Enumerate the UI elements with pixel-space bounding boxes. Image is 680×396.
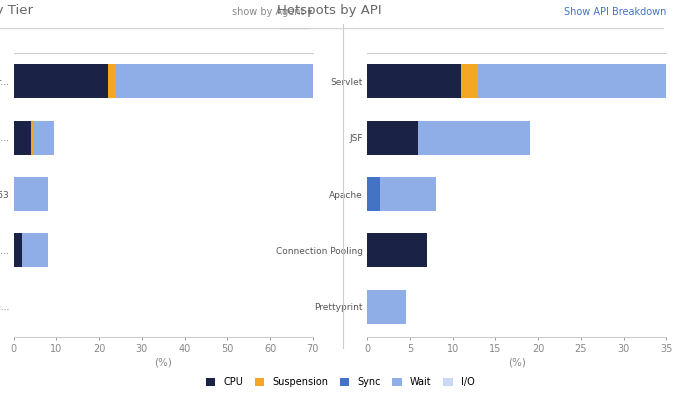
Text: Hotspots by Tier: Hotspots by Tier [0, 4, 33, 17]
X-axis label: (%): (%) [154, 357, 172, 367]
Bar [116, 65, 322, 98]
Bar [367, 234, 427, 267]
Bar [14, 121, 31, 154]
Bar [367, 65, 461, 98]
Bar [418, 121, 530, 154]
Bar [33, 121, 54, 154]
Legend: CPU, Suspension, Sync, Wait, I/O: CPU, Suspension, Sync, Wait, I/O [202, 373, 478, 391]
Bar [367, 177, 380, 211]
Bar [14, 65, 107, 98]
Bar [107, 65, 116, 98]
Bar [367, 290, 406, 324]
Bar [461, 65, 478, 98]
Text: Show API Breakdown: Show API Breakdown [564, 7, 666, 17]
Text: Hotspots by API: Hotspots by API [277, 4, 382, 17]
Bar [478, 65, 680, 98]
Bar [31, 121, 33, 154]
Text: show by Agent ▾: show by Agent ▾ [233, 7, 313, 17]
Bar [14, 177, 48, 211]
Bar [22, 234, 48, 267]
X-axis label: (%): (%) [508, 357, 526, 367]
Bar [14, 234, 22, 267]
Bar [380, 177, 436, 211]
Bar [367, 121, 418, 154]
